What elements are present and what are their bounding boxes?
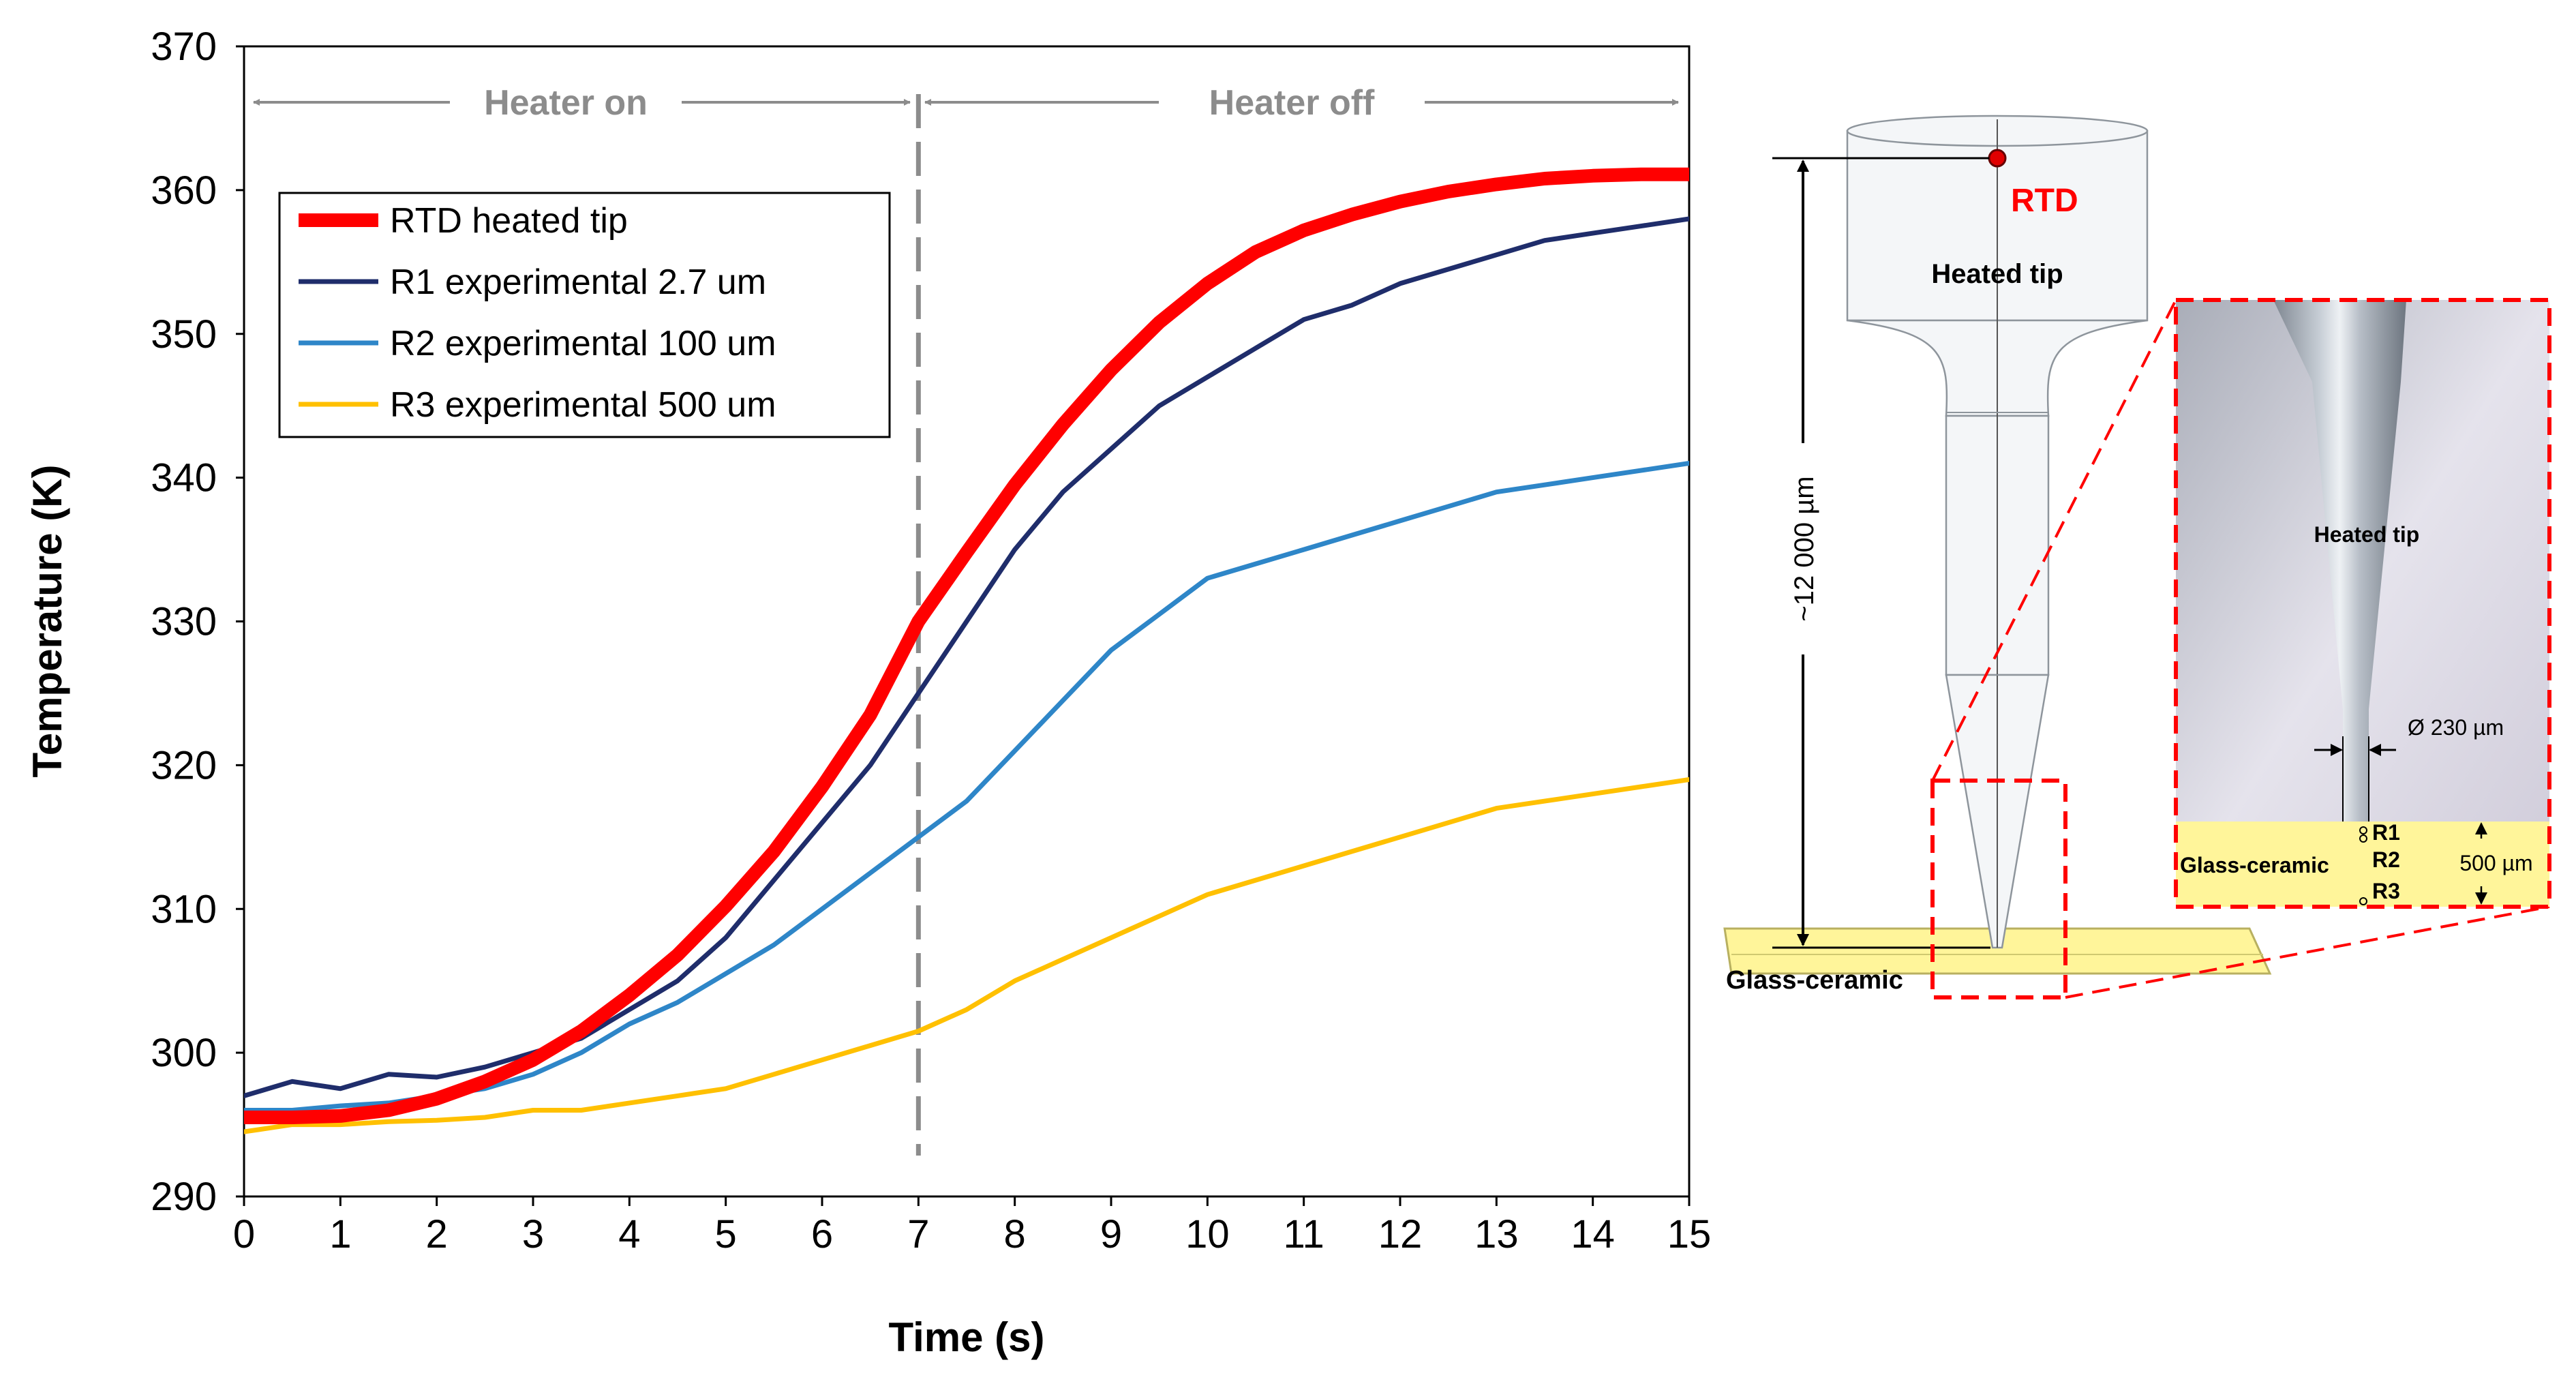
sensor-r3-marker [2359,897,2367,905]
x-tick-label: 11 [1284,1212,1324,1256]
series-line-4 [244,777,1689,1134]
x-tick-label: 13 [1474,1212,1519,1256]
glass-ceramic-slab [1723,927,2272,975]
sensor-r2-label: R2 [2372,847,2400,872]
inset-tip [2273,300,2406,822]
x-axis-label: Time (s) [889,1314,1045,1360]
zoom-region [1930,779,2067,999]
heater-on-label: Heater on [484,83,648,123]
inset-diameter-label: Ø 230 µm [2408,715,2504,740]
y-tick-label: 340 [151,456,217,500]
legend: RTD heated tip R1 experimental 2.7 um R2 e… [278,192,891,438]
y-tick-label: 310 [151,887,217,931]
sensor-r3-label: R3 [2372,879,2400,903]
heater-off-label: Heater off [1209,83,1375,123]
x-tick-label: 9 [1100,1212,1122,1256]
inset-depth-label: 500 µm [2459,851,2532,875]
x-tick-label: 8 [1004,1212,1026,1256]
y-axis-label: Temperature (K) [25,465,70,778]
zoom-line-bottom [2065,905,2550,999]
length-label: ~12 000 µm [1789,476,1819,621]
legend-entry: R3 experimental 500 um [390,385,776,425]
y-tick-label: 300 [151,1031,217,1075]
legend-entry: R2 experimental 100 um [390,324,776,363]
series-line-1 [244,167,1689,1124]
x-tick-label: 2 [426,1212,448,1256]
x-tick-label: 15 [1667,1212,1712,1256]
legend-entry: RTD heated tip [390,201,628,241]
x-axis-ticks: 0 1 2 3 4 5 6 7 8 9 10 11 12 13 14 15 [233,1196,1711,1256]
x-tick-label: 7 [907,1212,929,1256]
heated-tip-label: Heated tip [1931,259,2063,289]
legend-entry: R1 experimental 2.7 um [390,262,766,302]
y-tick-label: 350 [151,312,217,357]
x-tick-label: 10 [1185,1212,1230,1256]
series-lines [244,167,1689,1134]
zoom-line-top [1931,299,2177,781]
sensor-r1-marker [2359,826,2367,834]
x-tick-label: 6 [811,1212,833,1256]
x-tick-label: 0 [233,1212,255,1256]
probe-diagram: Glass-ceramic RTD Heated tip ~12 000 µm [1723,115,2551,999]
x-tick-label: 12 [1378,1212,1423,1256]
rtd-marker [1988,149,2007,168]
x-tick-label: 4 [618,1212,640,1256]
y-tick-label: 320 [151,743,217,787]
sensor-r2-marker [2359,834,2367,843]
x-tick-label: 3 [522,1212,544,1256]
glass-ceramic-label: Glass-ceramic [1726,966,1903,995]
y-tick-label: 370 [151,25,217,69]
y-axis-ticks: 290 300 310 320 330 340 350 360 370 [151,25,244,1219]
x-tick-label: 5 [715,1212,737,1256]
y-tick-label: 290 [151,1175,217,1219]
y-tick-label: 360 [151,168,217,213]
series-line-2 [244,216,1689,1098]
y-tick-label: 330 [151,600,217,644]
inset-photo: Heated tip Ø 230 µm Glass-ceramic R1 R2 … [2174,298,2551,909]
inset-substrate-label: Glass-ceramic [2180,853,2329,877]
x-tick-label: 1 [329,1212,351,1256]
inset-heated-tip-label: Heated tip [2314,522,2420,547]
x-tick-label: 14 [1571,1212,1615,1256]
sensor-r1-label: R1 [2372,820,2400,845]
legend-box [278,192,891,438]
rtd-label: RTD [2011,183,2078,219]
